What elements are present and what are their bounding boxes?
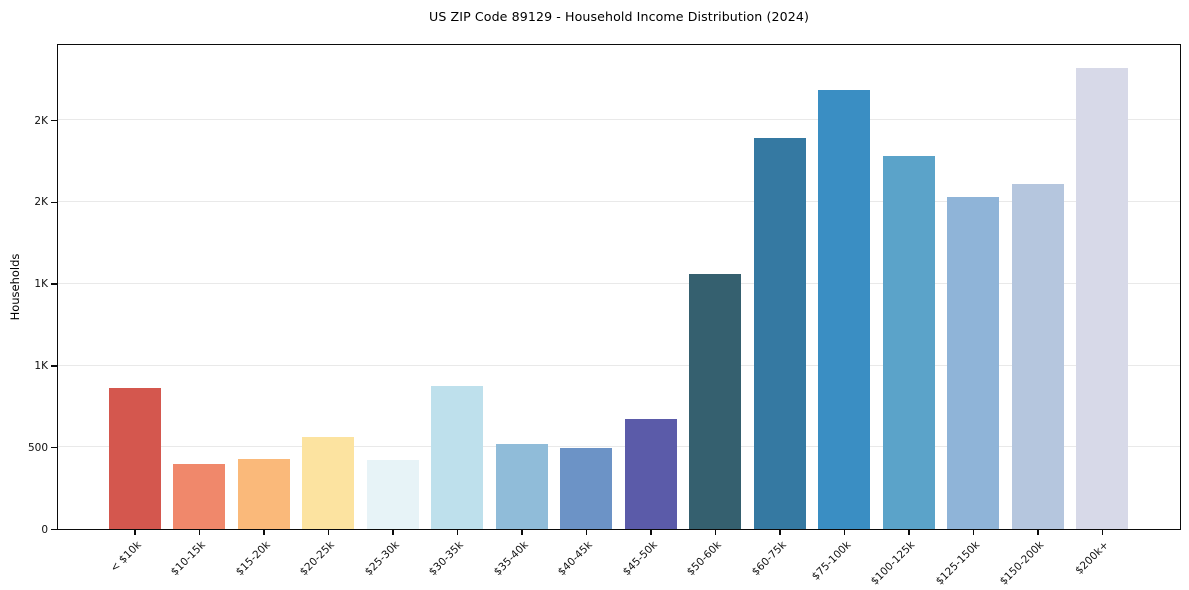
bar-$30-35k — [431, 385, 483, 529]
x-tick-mark — [327, 530, 330, 535]
x-tick-mark — [198, 530, 201, 535]
x-tick-mark — [263, 530, 265, 535]
x-tick-label: $200k+ — [1073, 539, 1111, 577]
x-tick-mark — [134, 530, 136, 535]
bar-$15-20k — [237, 458, 290, 529]
x-tick-label: $20-25k — [297, 539, 337, 579]
x-tick-label: $25-30k — [362, 539, 402, 579]
bar-$200k+ — [1076, 67, 1128, 529]
gridline-1000 — [57, 364, 1180, 366]
bar-$50-60k — [689, 273, 741, 529]
x-tick-mark — [392, 530, 394, 535]
bar-$75-100k — [818, 89, 870, 529]
gridline-500 — [57, 446, 1180, 448]
x-tick-mark — [521, 530, 523, 535]
x-tick-mark — [779, 530, 781, 535]
bar-$45-50k — [624, 418, 677, 529]
y-tick-label: 2K — [34, 114, 48, 127]
y-tick-mark — [51, 283, 57, 285]
x-tick-label: $150-200k — [997, 539, 1047, 588]
x-tick-label: $100-125k — [868, 539, 918, 588]
y-axis-label: Households — [8, 253, 22, 321]
y-tick-mark — [51, 446, 57, 449]
x-tick-mark — [908, 530, 910, 535]
gridline-2000 — [57, 200, 1180, 202]
y-tick-mark — [51, 365, 57, 367]
chart-title: US ZIP Code 89129 - Household Income Dis… — [429, 9, 809, 24]
y-tick-label: 1K — [34, 359, 48, 372]
bar-$100-125k — [882, 156, 935, 529]
gridline-2500 — [57, 119, 1180, 121]
x-tick-label: $30-35k — [426, 539, 466, 579]
y-tick-mark — [51, 119, 57, 122]
bar-$20-25k — [302, 437, 354, 529]
y-tick-mark — [51, 528, 57, 531]
x-tick-mark — [650, 530, 652, 535]
x-tick-label: $15-20k — [233, 539, 273, 579]
y-tick-mark — [51, 201, 57, 204]
bar-< $10k — [108, 388, 161, 529]
x-tick-label: $45-50k — [620, 539, 660, 579]
bar-$150-200k — [1011, 184, 1064, 529]
x-tick-mark — [585, 530, 588, 535]
x-tick-label: $60-75k — [749, 539, 789, 579]
x-tick-mark — [843, 530, 846, 535]
x-tick-label: $40-45k — [555, 539, 595, 579]
bar-$60-75k — [753, 138, 806, 529]
y-tick-label: 500 — [27, 441, 48, 454]
x-tick-label: $10-15k — [168, 539, 208, 579]
y-tick-label: 0 — [41, 523, 48, 536]
x-tick-mark — [714, 530, 717, 535]
x-tick-mark — [1101, 530, 1104, 535]
x-tick-label: $75-100k — [809, 539, 853, 583]
bar-$25-30k — [366, 460, 419, 529]
x-tick-label: $125-150k — [933, 539, 982, 588]
x-tick-label: $50-60k — [684, 539, 724, 579]
x-tick-mark — [1037, 530, 1039, 535]
bar-$10-15k — [173, 463, 225, 529]
x-tick-label: $35-40k — [491, 539, 531, 579]
x-tick-mark — [456, 530, 459, 535]
x-tick-mark — [972, 530, 975, 535]
bar-$40-45k — [560, 448, 612, 529]
bar-$125-150k — [947, 197, 999, 529]
gridline-1500 — [57, 282, 1180, 284]
y-tick-label: 1K — [34, 278, 48, 291]
y-tick-label: 2K — [34, 196, 48, 209]
plot-area — [56, 44, 1181, 530]
bar-$35-40k — [495, 443, 548, 529]
x-tick-label: < $10k — [107, 539, 144, 575]
